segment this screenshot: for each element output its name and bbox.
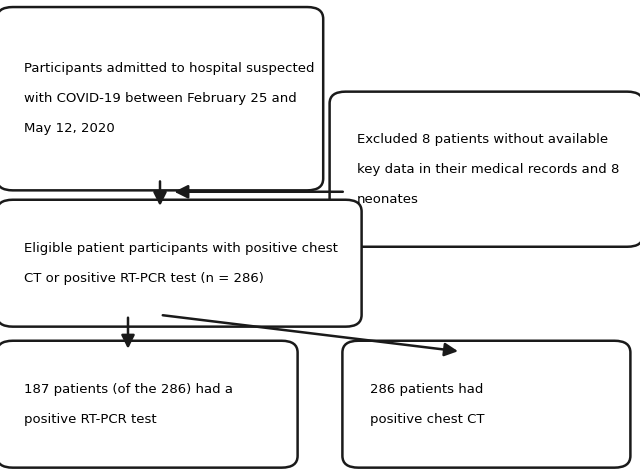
Text: Participants admitted to hospital suspected

with COVID-19 between February 25 a: Participants admitted to hospital suspec… [24,62,315,135]
FancyBboxPatch shape [0,7,323,190]
FancyBboxPatch shape [330,92,640,247]
Text: Eligible patient participants with positive chest

CT or positive RT-PCR test (n: Eligible patient participants with posit… [24,242,338,285]
FancyBboxPatch shape [342,341,630,468]
Text: 187 patients (of the 286) had a

positive RT-PCR test: 187 patients (of the 286) had a positive… [24,383,234,426]
Text: 286 patients had

positive chest CT: 286 patients had positive chest CT [370,383,484,426]
FancyBboxPatch shape [0,341,298,468]
Text: Excluded 8 patients without available

key data in their medical records and 8

: Excluded 8 patients without available ke… [357,133,620,206]
FancyBboxPatch shape [0,200,362,327]
